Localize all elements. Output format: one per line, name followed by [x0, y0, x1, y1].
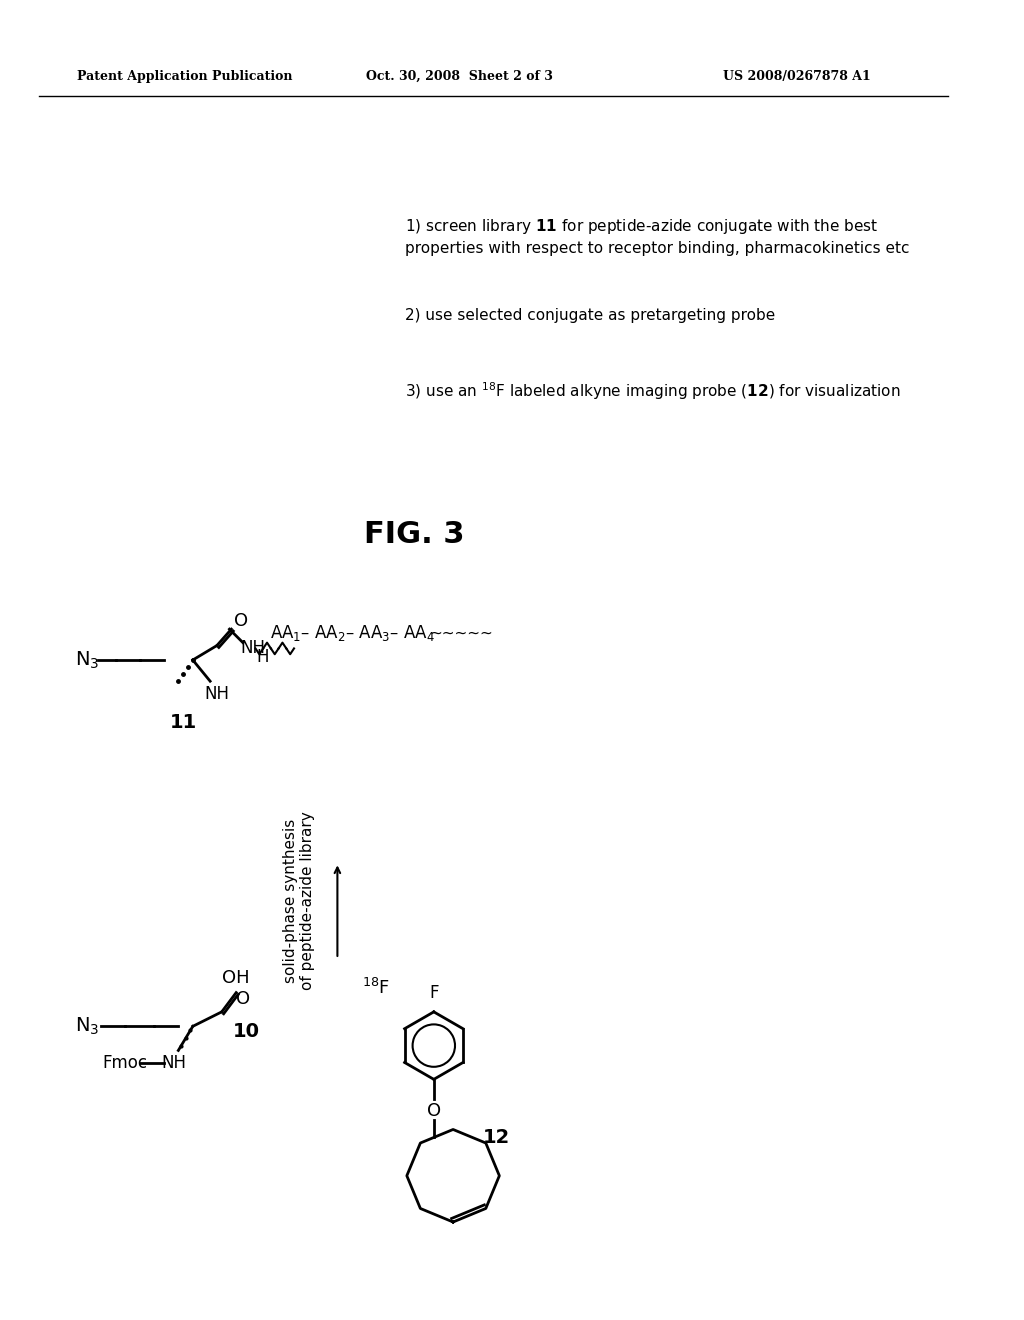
Text: O: O [236, 990, 250, 1008]
Text: NH: NH [240, 639, 265, 657]
Text: Fmoc: Fmoc [102, 1053, 147, 1072]
Text: AA$_1$– AA$_2$– AA$_3$– AA$_4$: AA$_1$– AA$_2$– AA$_3$– AA$_4$ [270, 623, 435, 643]
Text: NH: NH [205, 685, 229, 702]
Text: 3) use an $^{18}$F labeled alkyne imaging probe ($\mathbf{12}$) for visualizatio: 3) use an $^{18}$F labeled alkyne imagin… [404, 380, 900, 403]
Text: $^{18}$F: $^{18}$F [362, 978, 390, 998]
Text: F: F [429, 983, 438, 1002]
Text: properties with respect to receptor binding, pharmacokinetics etc: properties with respect to receptor bind… [404, 240, 909, 256]
Text: 2) use selected conjugate as pretargeting probe: 2) use selected conjugate as pretargetin… [404, 308, 775, 323]
Text: Oct. 30, 2008  Sheet 2 of 3: Oct. 30, 2008 Sheet 2 of 3 [367, 70, 553, 83]
Text: N$_3$: N$_3$ [75, 1015, 99, 1038]
Text: 12: 12 [483, 1127, 510, 1147]
Text: FIG. 3: FIG. 3 [365, 520, 465, 549]
Text: 11: 11 [170, 713, 197, 733]
Text: NH: NH [161, 1053, 186, 1072]
Text: Patent Application Publication: Patent Application Publication [77, 70, 293, 83]
Text: O: O [427, 1102, 441, 1121]
Text: US 2008/0267878 A1: US 2008/0267878 A1 [723, 70, 870, 83]
Text: H: H [256, 648, 268, 667]
Text: 1) screen library $\mathbf{11}$ for peptide-azide conjugate with the best: 1) screen library $\mathbf{11}$ for pept… [404, 216, 879, 235]
Text: OH: OH [222, 969, 250, 987]
Text: N$_3$: N$_3$ [75, 649, 99, 671]
Text: O: O [233, 612, 248, 631]
Text: ~~~~~: ~~~~~ [429, 626, 493, 640]
Text: 10: 10 [232, 1022, 259, 1040]
Text: solid-phase synthesis
of peptide-azide library: solid-phase synthesis of peptide-azide l… [283, 812, 315, 990]
